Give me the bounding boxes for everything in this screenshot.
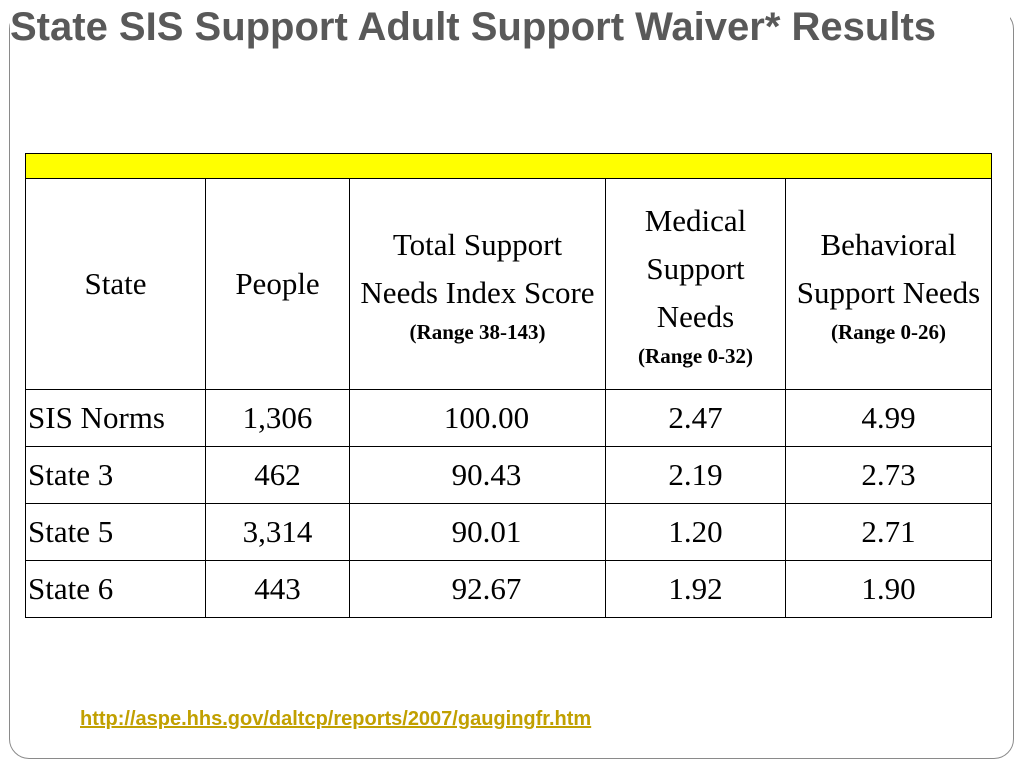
cell-medical-support: 1.20 [605, 503, 786, 561]
header-behavioral-support-label: Behavioral Support Needs [796, 227, 981, 310]
cell-total-support: 100.00 [349, 389, 606, 447]
table-header-row: State People Total Support Needs Index S… [25, 178, 992, 390]
cell-total-support: 92.67 [349, 560, 606, 618]
cell-behavioral-support: 2.73 [785, 446, 992, 504]
cell-medical-support: 1.92 [605, 560, 786, 618]
cell-state: State 6 [25, 560, 206, 618]
header-total-support: Total Support Needs Index Score (Range 3… [349, 178, 606, 390]
cell-people: 443 [205, 560, 350, 618]
header-total-support-label: Total Support Needs Index Score [360, 227, 595, 310]
header-medical-support-range: (Range 0-32) [638, 344, 753, 368]
cell-behavioral-support: 1.90 [785, 560, 992, 618]
table-row: State 3 462 90.43 2.19 2.73 [25, 446, 992, 504]
header-state: State [25, 178, 206, 390]
header-people: People [205, 178, 350, 390]
header-total-support-range: (Range 38-143) [409, 320, 546, 344]
header-medical-support-label: Medical Support Needs [644, 203, 747, 334]
highlight-band [25, 153, 992, 179]
cell-behavioral-support: 4.99 [785, 389, 992, 447]
cell-total-support: 90.01 [349, 503, 606, 561]
cell-people: 462 [205, 446, 350, 504]
cell-total-support: 90.43 [349, 446, 606, 504]
cell-people: 3,314 [205, 503, 350, 561]
cell-behavioral-support: 2.71 [785, 503, 992, 561]
table-row: SIS Norms 1,306 100.00 2.47 4.99 [25, 389, 992, 447]
header-behavioral-support: Behavioral Support Needs (Range 0-26) [785, 178, 992, 390]
cell-state: State 5 [25, 503, 206, 561]
cell-people: 1,306 [205, 389, 350, 447]
cell-medical-support: 2.47 [605, 389, 786, 447]
header-behavioral-support-range: (Range 0-26) [831, 320, 946, 344]
source-link[interactable]: http://aspe.hhs.gov/daltcp/reports/2007/… [80, 708, 592, 730]
highlight-band-row [25, 153, 992, 179]
header-medical-support: Medical Support Needs (Range 0-32) [605, 178, 786, 390]
results-table: State People Total Support Needs Index S… [25, 153, 992, 618]
cell-state: SIS Norms [25, 389, 206, 447]
cell-medical-support: 2.19 [605, 446, 786, 504]
table-row: State 5 3,314 90.01 1.20 2.71 [25, 503, 992, 561]
cell-state: State 3 [25, 446, 206, 504]
table-row: State 6 443 92.67 1.92 1.90 [25, 560, 992, 618]
slide-title: State SIS Support Adult Support Waiver* … [10, 2, 1010, 52]
